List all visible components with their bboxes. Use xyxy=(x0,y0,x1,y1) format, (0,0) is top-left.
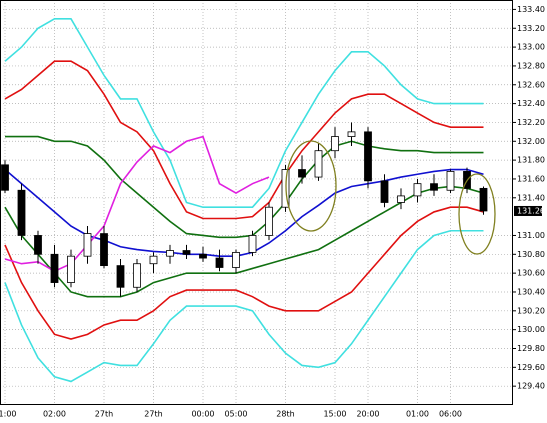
x-tick-label: 01:00 xyxy=(406,410,429,419)
candle-body xyxy=(380,180,389,203)
candle-body xyxy=(479,187,488,212)
y-tick-label: 131.80 xyxy=(517,156,545,165)
x-tick-label: 02:00 xyxy=(43,410,66,419)
candle-body xyxy=(248,235,257,253)
candle-body xyxy=(298,169,306,178)
candle-body xyxy=(116,265,125,288)
candle-body xyxy=(347,131,356,137)
x-tick-label: 27th xyxy=(144,410,162,419)
x-tick-label: 21:00 xyxy=(0,410,17,419)
y-tick-label: 133.00 xyxy=(517,43,545,52)
candle-body xyxy=(100,233,108,267)
y-tick-label: 132.00 xyxy=(517,137,545,146)
candle-body xyxy=(1,164,9,191)
candle-body xyxy=(314,150,323,178)
axis: 133.40 133.20 133.00 132.80 132.60 132.40 132.… xyxy=(0,5,545,419)
y-tick-label: 129.60 xyxy=(517,363,545,372)
x-tick-label: 28th xyxy=(276,410,294,419)
candle-body xyxy=(199,253,207,259)
last-price-box xyxy=(514,205,542,216)
candle-body xyxy=(50,253,59,283)
y-tick-label: 130.00 xyxy=(517,325,545,334)
candle-body xyxy=(83,233,92,257)
y-tick-label: 131.60 xyxy=(517,174,545,183)
candle-body xyxy=(265,206,273,236)
y-tick-label: 132.20 xyxy=(517,118,545,127)
candle-body xyxy=(166,250,174,257)
x-tick-label: 00:00 xyxy=(191,410,214,419)
x-tick-label: 05:00 xyxy=(224,410,247,419)
candle-body xyxy=(232,252,240,268)
x-tick-label: 27th xyxy=(95,410,113,419)
candle-body xyxy=(413,183,422,197)
candle-body xyxy=(17,189,26,236)
y-tick-label: 133.40 xyxy=(517,5,545,14)
indicator-line xyxy=(4,229,484,383)
candle-body xyxy=(67,255,75,283)
candle-body xyxy=(331,136,339,152)
highlight-ellipse xyxy=(285,140,337,232)
y-tick-label: 130.40 xyxy=(517,287,545,296)
highlight-ellipse xyxy=(458,173,496,255)
plot xyxy=(1,18,488,383)
candle-body xyxy=(34,235,42,255)
y-tick-label: 130.60 xyxy=(517,269,545,278)
y-tick-label: 130.80 xyxy=(517,250,545,259)
y-tick-label: 133.20 xyxy=(517,24,545,33)
candle-body xyxy=(133,263,141,288)
candle-body xyxy=(397,195,405,203)
x-tick-label: 15:00 xyxy=(323,410,346,419)
y-tick-label: 131.00 xyxy=(517,231,545,240)
y-tick-label: 131.40 xyxy=(517,193,545,202)
candle-body xyxy=(446,171,455,191)
y-tick-label: 129.40 xyxy=(517,382,545,391)
y-tick-label: 132.40 xyxy=(517,99,545,108)
indicator-line xyxy=(4,206,484,340)
candle-body xyxy=(215,257,224,268)
x-tick-label: 20:00 xyxy=(356,410,379,419)
last-price-label: 131.26 xyxy=(517,206,545,215)
y-tick-label: 129.80 xyxy=(517,344,545,353)
indicator-line xyxy=(5,135,484,239)
x-tick-label: 06:00 xyxy=(439,410,462,419)
y-tick-label: 132.60 xyxy=(517,80,545,89)
indicator-line xyxy=(4,135,270,273)
indicator-line xyxy=(4,60,484,220)
y-tick-label: 130.20 xyxy=(517,306,545,315)
plot-frame xyxy=(0,0,513,405)
candle-body xyxy=(430,183,438,191)
y-tick-label: 132.80 xyxy=(517,61,545,70)
candle-body xyxy=(182,250,191,255)
indicator-line xyxy=(4,18,484,209)
candle-body xyxy=(149,255,158,265)
candle-body xyxy=(364,131,372,182)
